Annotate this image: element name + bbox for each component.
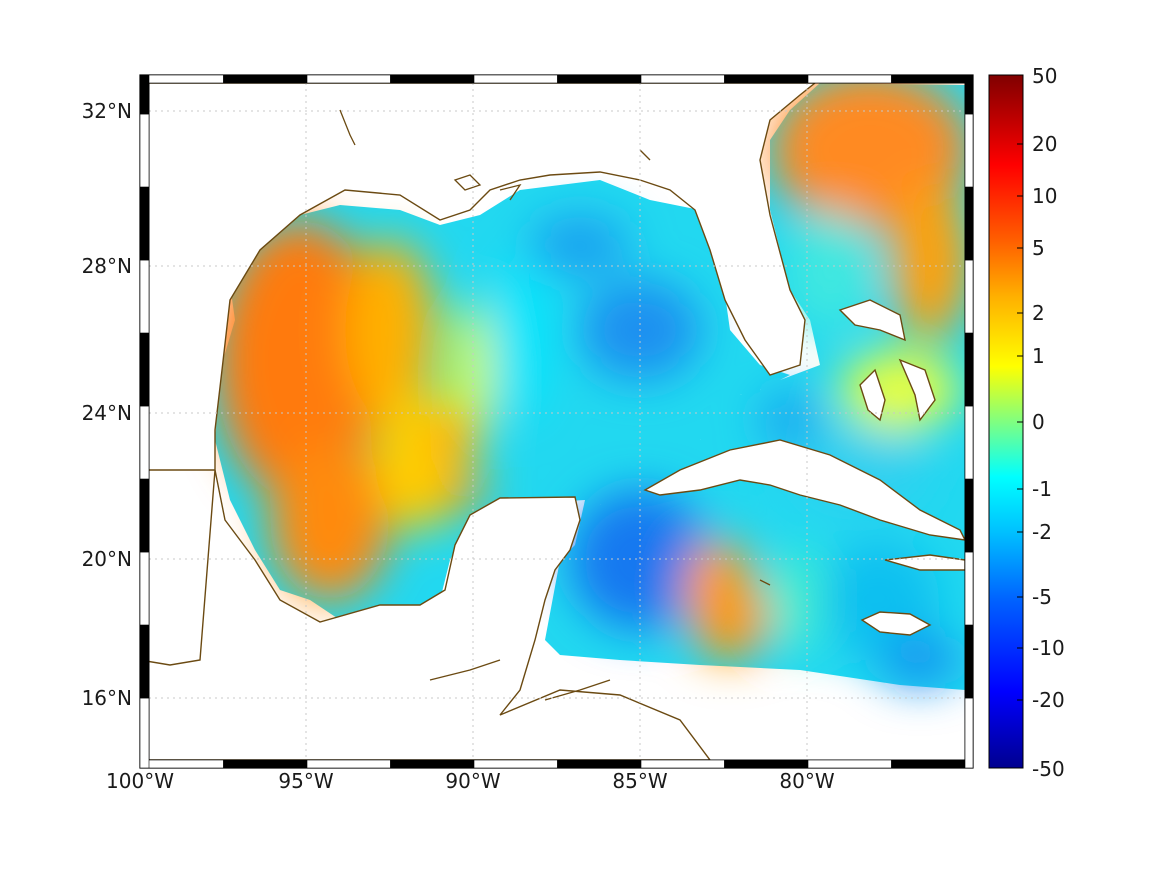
land-mask [149,83,965,760]
frame-segment [473,74,558,84]
frame-segment [139,113,150,188]
colorbar-tick-label: -5 [1032,585,1052,609]
colorbar-tick-label: 50 [1032,64,1057,88]
frame-segment [306,74,391,84]
colorbar-tick-label: 10 [1032,184,1057,208]
frame-segment [807,74,892,84]
lat-tick-label: 32°N [82,99,132,123]
lat-tick-labels: 32°N 28°N 24°N 20°N 16°N [82,99,132,710]
frame-segment [640,759,725,769]
frame-segment [139,759,224,769]
frame-segment [964,74,974,115]
lon-tick-label: 90°W [445,769,500,793]
colorbar-tick-label: -50 [1032,757,1065,781]
colorbar-tick-label: 0 [1032,410,1045,434]
frame-segment [139,551,150,626]
lon-tick-label: 95°W [278,769,333,793]
lon-tick-labels: 100°W 95°W 90°W 85°W 80°W [106,769,835,793]
coastline [339,109,771,701]
lat-tick-label: 20°N [82,547,132,571]
colorbar: 50 20 10 5 2 1 0 -1 -2 -5 -10 -20 -50 [988,64,1065,781]
frame-segment [139,186,150,261]
frame-segment [139,259,150,334]
frame-segment [390,74,475,84]
frame-segment [640,74,725,84]
colorbar-tick-label: 1 [1032,344,1045,368]
frame-segment [964,697,974,769]
frame-segment [557,759,642,769]
frame-segment [964,478,974,553]
frame-segment [557,74,642,84]
frame-segment [807,759,892,769]
lon-tick-label: 85°W [612,769,667,793]
graticule [149,83,965,760]
frame-segment [891,74,974,84]
frame-segment [390,759,475,769]
frame-segment [223,74,308,84]
frame-segment [964,551,974,626]
frame-segment [964,624,974,699]
frame-segment [964,332,974,407]
map-area [149,83,965,760]
frame-segment [139,332,150,407]
colorbar-tick-label: -10 [1032,636,1065,660]
colorbar-tick-label: 5 [1032,236,1045,260]
frame-segment [139,624,150,699]
frame-segment [306,759,391,769]
frame-segment [964,113,974,188]
lon-tick-label: 100°W [106,769,174,793]
colorbar-tick-label: -1 [1032,477,1052,501]
colorbar-ticks [1017,143,1023,701]
frame-segment [724,74,809,84]
map-frame [139,74,974,769]
lat-tick-label: 16°N [82,686,132,710]
colorbar-tick-label: 2 [1032,301,1045,325]
colorbar-tick-labels: 50 20 10 5 2 1 0 -1 -2 -5 -10 -20 -50 [1032,64,1065,781]
frame-segment [964,186,974,261]
frame-segment [139,74,150,115]
lon-tick-label: 80°W [779,769,834,793]
frame-segment [891,759,974,769]
frame-segment [139,478,150,553]
frame-segment [964,259,974,334]
colorbar-tick-label: 20 [1032,132,1057,156]
frame-segment [724,759,809,769]
frame-segment [139,405,150,480]
frame-segment [964,405,974,480]
frame-segment [223,759,308,769]
anomaly-field-gulf [215,83,965,690]
colorbar-tick-label: -2 [1032,520,1052,544]
lat-tick-label: 28°N [82,254,132,278]
frame-segment [473,759,558,769]
colorbar-tick-label: -20 [1032,688,1065,712]
lat-tick-label: 24°N [82,401,132,425]
frame-segment [139,74,224,84]
anomaly-field-blobs [215,83,965,685]
frame-segment [139,697,150,769]
